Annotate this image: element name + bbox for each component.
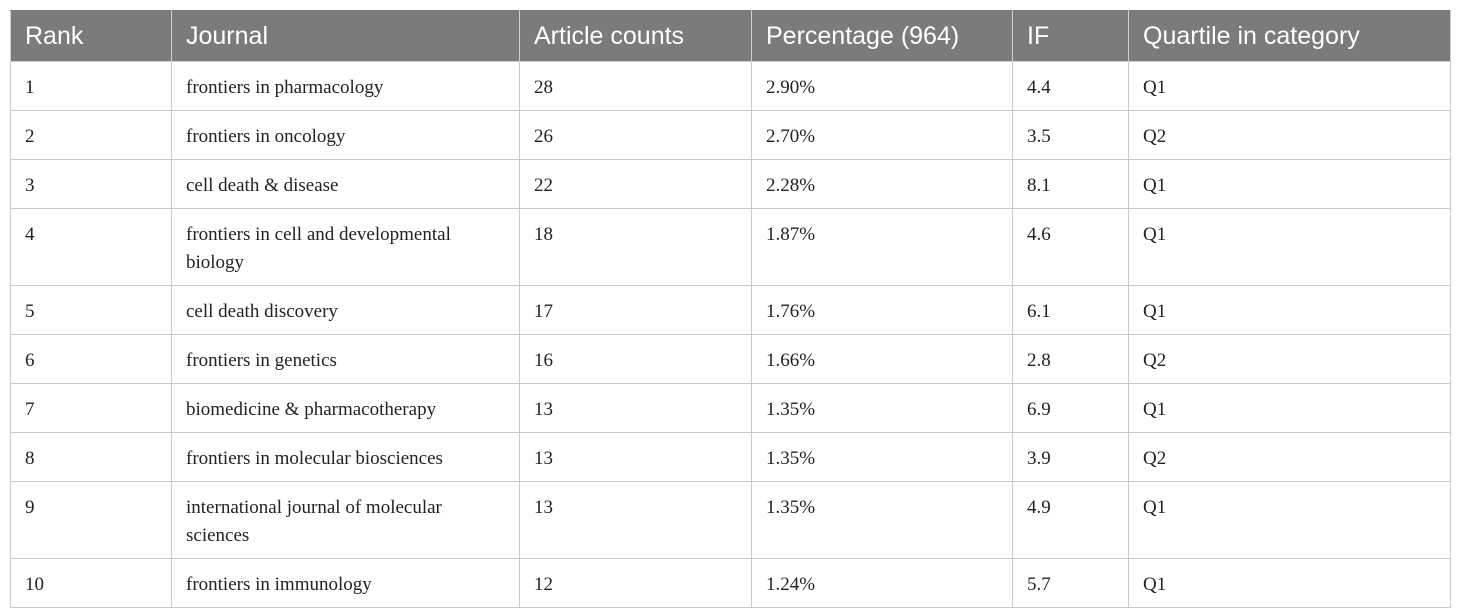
table-row: 7 biomedicine & pharmacotherapy 13 1.35%…: [10, 383, 1451, 433]
table-row: 3 cell death & disease 22 2.28% 8.1 Q1: [10, 159, 1451, 209]
cell-article-count: 13: [519, 481, 752, 559]
cell-rank: 3: [10, 159, 172, 209]
cell-quartile: Q2: [1128, 110, 1451, 160]
cell-journal: biomedicine & pharmacotherapy: [171, 383, 520, 433]
table-row: 1 frontiers in pharmacology 28 2.90% 4.4…: [10, 61, 1451, 111]
cell-journal: cell death discovery: [171, 285, 520, 335]
cell-impact-factor: 5.7: [1012, 558, 1129, 608]
table-row: 6 frontiers in genetics 16 1.66% 2.8 Q2: [10, 334, 1451, 384]
cell-percentage: 2.28%: [751, 159, 1013, 209]
cell-percentage: 1.87%: [751, 208, 1013, 286]
cell-quartile: Q1: [1128, 383, 1451, 433]
table-row: 8 frontiers in molecular biosciences 13 …: [10, 432, 1451, 482]
journal-ranking-table: Rank Journal Article counts Percentage (…: [10, 10, 1451, 608]
cell-percentage: 1.66%: [751, 334, 1013, 384]
cell-impact-factor: 4.4: [1012, 61, 1129, 111]
cell-quartile: Q1: [1128, 481, 1451, 559]
table-row: 4 frontiers in cell and developmental bi…: [10, 208, 1451, 286]
cell-quartile: Q1: [1128, 159, 1451, 209]
cell-impact-factor: 3.9: [1012, 432, 1129, 482]
cell-rank: 1: [10, 61, 172, 111]
cell-journal: frontiers in genetics: [171, 334, 520, 384]
header-impact-factor: IF: [1012, 10, 1129, 62]
table-row: 10 frontiers in immunology 12 1.24% 5.7 …: [10, 558, 1451, 608]
cell-quartile: Q1: [1128, 285, 1451, 335]
cell-rank: 9: [10, 481, 172, 559]
cell-journal: frontiers in immunology: [171, 558, 520, 608]
cell-rank: 8: [10, 432, 172, 482]
header-rank: Rank: [10, 10, 172, 62]
header-quartile: Quartile in category: [1128, 10, 1451, 62]
cell-quartile: Q1: [1128, 208, 1451, 286]
cell-rank: 7: [10, 383, 172, 433]
cell-rank: 2: [10, 110, 172, 160]
cell-impact-factor: 3.5: [1012, 110, 1129, 160]
cell-quartile: Q1: [1128, 61, 1451, 111]
cell-article-count: 13: [519, 383, 752, 433]
cell-article-count: 17: [519, 285, 752, 335]
cell-impact-factor: 2.8: [1012, 334, 1129, 384]
cell-article-count: 22: [519, 159, 752, 209]
cell-rank: 10: [10, 558, 172, 608]
table-row: 2 frontiers in oncology 26 2.70% 3.5 Q2: [10, 110, 1451, 160]
cell-rank: 5: [10, 285, 172, 335]
cell-impact-factor: 4.9: [1012, 481, 1129, 559]
cell-article-count: 26: [519, 110, 752, 160]
cell-article-count: 12: [519, 558, 752, 608]
cell-impact-factor: 6.9: [1012, 383, 1129, 433]
cell-percentage: 1.35%: [751, 383, 1013, 433]
cell-quartile: Q2: [1128, 334, 1451, 384]
table-header: Rank Journal Article counts Percentage (…: [10, 10, 1451, 62]
table-body: 1 frontiers in pharmacology 28 2.90% 4.4…: [10, 61, 1451, 608]
cell-journal: frontiers in molecular biosciences: [171, 432, 520, 482]
table-row: 5 cell death discovery 17 1.76% 6.1 Q1: [10, 285, 1451, 335]
cell-percentage: 2.90%: [751, 61, 1013, 111]
cell-percentage: 2.70%: [751, 110, 1013, 160]
cell-percentage: 1.35%: [751, 432, 1013, 482]
cell-quartile: Q2: [1128, 432, 1451, 482]
table-row: 9 international journal of molecular sci…: [10, 481, 1451, 559]
cell-article-count: 28: [519, 61, 752, 111]
cell-percentage: 1.24%: [751, 558, 1013, 608]
cell-journal: frontiers in pharmacology: [171, 61, 520, 111]
header-article-counts: Article counts: [519, 10, 752, 62]
header-row: Rank Journal Article counts Percentage (…: [10, 10, 1451, 62]
cell-rank: 6: [10, 334, 172, 384]
cell-journal: frontiers in cell and developmental biol…: [171, 208, 520, 286]
header-journal: Journal: [171, 10, 520, 62]
cell-impact-factor: 6.1: [1012, 285, 1129, 335]
cell-impact-factor: 8.1: [1012, 159, 1129, 209]
cell-percentage: 1.35%: [751, 481, 1013, 559]
cell-quartile: Q1: [1128, 558, 1451, 608]
cell-journal: international journal of molecular scien…: [171, 481, 520, 559]
cell-percentage: 1.76%: [751, 285, 1013, 335]
cell-article-count: 18: [519, 208, 752, 286]
cell-article-count: 16: [519, 334, 752, 384]
cell-journal: frontiers in oncology: [171, 110, 520, 160]
cell-journal: cell death & disease: [171, 159, 520, 209]
cell-rank: 4: [10, 208, 172, 286]
cell-article-count: 13: [519, 432, 752, 482]
header-percentage: Percentage (964): [751, 10, 1013, 62]
cell-impact-factor: 4.6: [1012, 208, 1129, 286]
